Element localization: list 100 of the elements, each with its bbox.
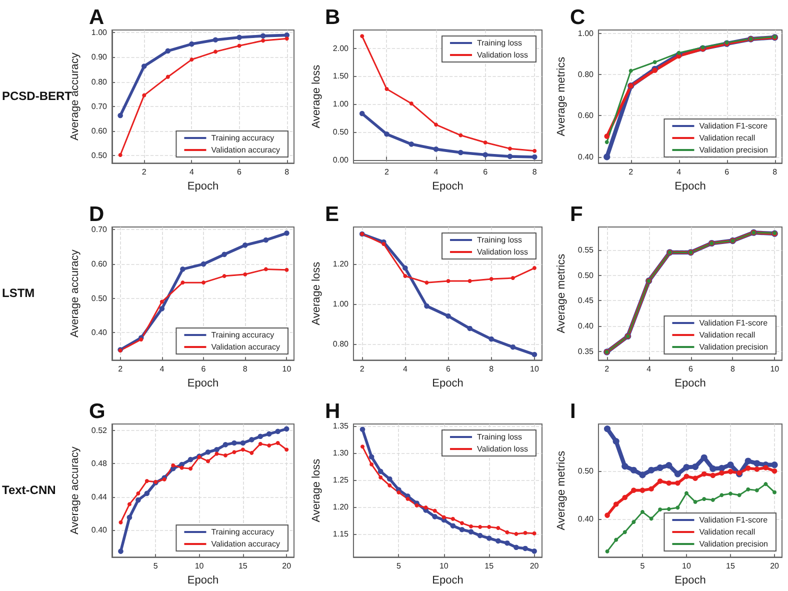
x-tick-label: 15: [238, 562, 248, 571]
x-tick-label: 8: [284, 168, 290, 177]
text: LSTM: [2, 286, 35, 300]
y-tick-label: 1.25: [332, 476, 350, 485]
legend-label: Validation accuracy: [211, 146, 280, 154]
chart-title: A: [89, 6, 104, 29]
x-tick-label: 4: [676, 168, 682, 177]
y-tick-label: 0.52: [91, 426, 108, 436]
x-tick-label: 6: [483, 168, 488, 177]
x-tick-label: 8: [772, 168, 778, 177]
chart-title: B: [325, 6, 340, 29]
x-tick-label: 20: [282, 562, 292, 571]
y-tick-label: 0.60: [578, 111, 594, 120]
x-tick-label: 4: [434, 168, 439, 177]
y-tick-label: 0.40: [578, 322, 594, 331]
x-tick-label: 2: [118, 364, 124, 374]
y-tick-label: 0.50: [91, 294, 108, 303]
x-tick-label: 6: [201, 364, 206, 374]
y-axis-title: Average loss: [310, 64, 322, 128]
y-tick-label: 1.00: [91, 28, 108, 37]
x-tick-label: 8: [730, 364, 736, 374]
x-tick-label: 20: [530, 562, 540, 571]
chart-title: D: [89, 203, 104, 226]
y-tick-label: 1.00: [332, 300, 350, 309]
x-axis-title: Epoch: [674, 378, 706, 390]
legend-label: Validation F1-score: [699, 318, 768, 328]
x-tick-label: 6: [688, 364, 694, 374]
text: Text-CNN: [2, 483, 56, 497]
y-tick-label: 0.44: [91, 492, 108, 502]
x-tick-label: 5: [153, 562, 158, 571]
legend-label: Validation loss: [477, 50, 528, 60]
chart-title: G: [89, 400, 106, 423]
x-axis-title: Epoch: [674, 180, 706, 192]
y-axis-title: Average loss: [310, 261, 322, 326]
y-tick-label: 0.50: [578, 270, 594, 280]
y-tick-label: 1.50: [332, 72, 350, 81]
x-tick-label: 4: [160, 364, 165, 374]
y-axis-title: Average metrics: [556, 450, 568, 530]
x-tick-label: 2: [628, 168, 634, 177]
x-axis-title: Epoch: [187, 574, 219, 586]
chart-title: F: [570, 203, 583, 226]
y-axis-title: Average metrics: [556, 253, 568, 334]
legend-label: Validation recall: [699, 528, 756, 536]
y-tick-label: 1.35: [332, 422, 350, 431]
y-tick-label: 0.80: [578, 70, 594, 80]
x-axis-title: Epoch: [432, 180, 464, 192]
y-tick-label: 0.80: [332, 340, 350, 349]
x-tick-label: 2: [604, 364, 610, 374]
x-tick-label: 10: [682, 562, 692, 571]
legend-label: Training accuracy: [211, 134, 274, 142]
y-tick-label: 1.00: [332, 100, 350, 109]
legend-label: Validation precision: [699, 540, 768, 548]
y-tick-label: 0.50: [332, 127, 350, 136]
y-tick-label: 0.40: [578, 514, 594, 524]
legend-label: Validation precision: [699, 146, 768, 154]
x-tick-label: 8: [242, 364, 248, 374]
legend-label: Training loss: [477, 432, 522, 442]
y-tick-label: 0.70: [91, 225, 108, 234]
y-tick-label: 1.30: [332, 448, 350, 458]
x-tick-label: 4: [402, 364, 408, 374]
x-tick-label: 5: [640, 562, 646, 571]
x-tick-label: 10: [439, 562, 449, 571]
x-tick-label: 4: [189, 168, 194, 177]
legend-label: Training accuracy: [211, 528, 274, 536]
y-tick-label: 0.40: [578, 152, 594, 162]
chart-title: E: [325, 203, 340, 226]
legend-label: Validation F1-score: [699, 122, 768, 130]
legend-label: Validation accuracy: [211, 342, 280, 352]
legend-label: Validation recall: [699, 134, 756, 142]
legend-label: Validation loss: [477, 248, 528, 256]
chart-title: I: [570, 400, 576, 423]
x-tick-label: 10: [530, 364, 540, 374]
y-tick-label: 0.55: [578, 245, 594, 254]
y-tick-label: 0.80: [91, 77, 108, 86]
x-axis-title: Epoch: [187, 180, 219, 192]
x-tick-label: 10: [282, 364, 292, 374]
y-tick-label: 2.00: [332, 44, 350, 53]
y-tick-label: 0.45: [578, 296, 594, 306]
y-tick-label: 1.20: [332, 502, 350, 512]
x-tick-label: 2: [360, 364, 365, 374]
x-tick-label: 20: [770, 562, 780, 571]
legend-label: Validation F1-score: [699, 516, 768, 524]
y-tick-label: 0.40: [91, 328, 108, 338]
x-tick-label: 10: [194, 562, 204, 571]
legend-label: Validation accuracy: [211, 540, 280, 548]
x-axis-title: Epoch: [432, 378, 464, 390]
y-tick-label: 0.00: [332, 155, 350, 164]
y-tick-label: 0.90: [91, 52, 108, 62]
legend-label: Validation precision: [699, 342, 768, 352]
x-tick-label: 8: [489, 364, 494, 374]
x-tick-label: 15: [484, 562, 494, 571]
legend-label: Training accuracy: [211, 330, 274, 340]
y-tick-label: 0.48: [91, 459, 108, 468]
y-axis-title: Average loss: [310, 458, 322, 522]
x-tick-label: 6: [724, 168, 730, 177]
legend-label: Validation recall: [699, 330, 756, 340]
x-tick-label: 6: [237, 168, 242, 177]
legend-label: Training loss: [477, 236, 522, 244]
legend-label: Validation loss: [477, 444, 528, 454]
x-tick-label: 4: [646, 364, 652, 374]
